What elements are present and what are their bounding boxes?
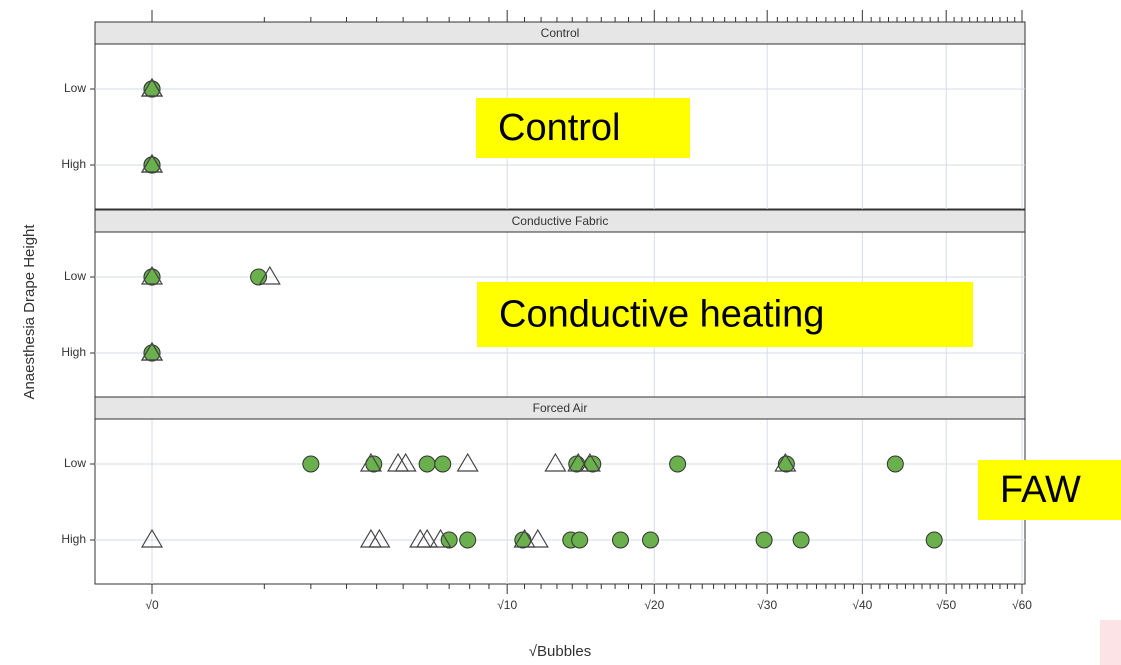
panel — [94, 418, 1026, 585]
decoration — [1100, 620, 1121, 665]
point — [416, 528, 439, 548]
point — [886, 455, 904, 473]
point — [568, 455, 586, 473]
x-tick-label: √10 — [497, 598, 517, 612]
point — [456, 452, 479, 472]
point — [440, 531, 458, 549]
x-tick-label: √0 — [145, 598, 159, 612]
point — [368, 528, 391, 548]
point — [513, 528, 536, 548]
annotation-box — [978, 460, 1121, 520]
x-tick-label: √50 — [936, 598, 956, 612]
y-tick-label: Low — [64, 456, 86, 470]
point — [140, 265, 164, 285]
annotation-box — [476, 98, 690, 158]
point — [459, 531, 477, 549]
panel-title: Conductive Fabric — [512, 214, 609, 228]
point — [140, 528, 164, 548]
point — [755, 531, 773, 549]
y-tick-label: High — [61, 345, 86, 359]
point — [365, 455, 383, 473]
y-tick-label: High — [61, 532, 86, 546]
annotation-box — [477, 282, 973, 347]
point — [418, 455, 436, 473]
strip — [94, 209, 1026, 233]
point — [258, 265, 281, 285]
x-tick-label: √60 — [1012, 598, 1032, 612]
annotation: Control — [498, 107, 621, 149]
x-tick-label: √30 — [757, 598, 777, 612]
point — [612, 531, 630, 549]
x-tick-label: √40 — [852, 598, 872, 612]
strip — [94, 396, 1026, 420]
y-tick-label: Low — [64, 81, 86, 95]
point — [578, 452, 601, 472]
y-axis-label: Anaesthesia Drape Height — [21, 224, 38, 400]
y-tick-label: Low — [64, 269, 86, 283]
point — [925, 531, 943, 549]
panel-title: Control — [541, 26, 580, 40]
y-tick-label: High — [61, 157, 86, 171]
annotation: Conductive heating — [499, 294, 824, 336]
point — [394, 452, 417, 472]
annotation: FAW — [1000, 469, 1081, 511]
point — [567, 452, 590, 472]
point — [434, 455, 452, 473]
point — [140, 77, 164, 97]
point — [302, 455, 320, 473]
point — [359, 452, 382, 472]
point — [250, 268, 268, 286]
strip — [94, 21, 1026, 45]
point — [526, 528, 549, 548]
point — [774, 452, 797, 472]
point — [140, 153, 164, 173]
point — [777, 455, 795, 473]
point — [792, 531, 810, 549]
x-tick-label: √20 — [644, 598, 664, 612]
point — [429, 528, 452, 548]
point — [571, 531, 589, 549]
panel-title: Forced Air — [533, 401, 588, 415]
point — [140, 341, 164, 361]
x-axis-label: √Bubbles — [529, 643, 591, 660]
point — [544, 452, 567, 472]
point — [669, 455, 687, 473]
point — [642, 531, 660, 549]
